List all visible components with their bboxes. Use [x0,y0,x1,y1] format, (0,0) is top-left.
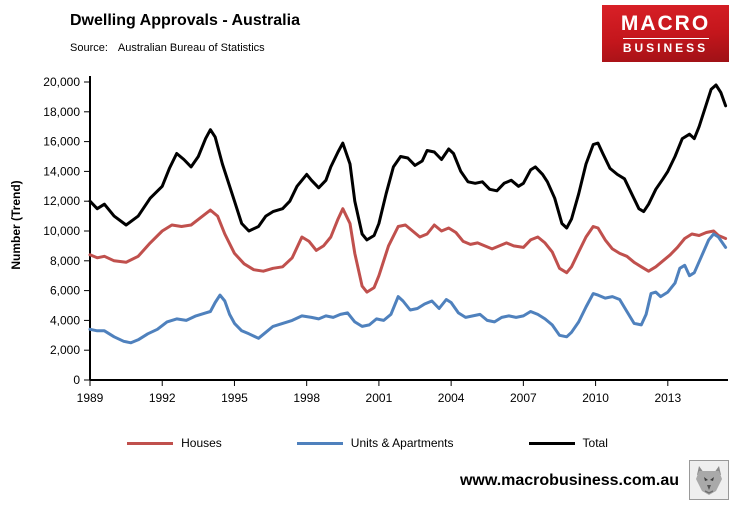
y-tick-label: 12,000 [43,194,80,208]
legend-item-houses: Houses [127,436,222,450]
x-tick-label: 1992 [149,391,176,405]
y-tick-label: 16,000 [43,135,80,149]
series-line-houses [88,207,728,294]
legend-swatch [528,441,575,445]
x-tick-label: 2010 [582,391,609,405]
y-tick-label: 4,000 [50,313,80,327]
y-tick-label: 10,000 [43,224,80,238]
y-tick-label: 6,000 [50,284,80,298]
legend-item-total: Total [528,436,608,450]
website-url: www.macrobusiness.com.au [459,472,679,489]
logo-divider [622,37,709,39]
logo-text-macro: MACRO [620,11,711,35]
series-line-units-apartments [88,232,728,345]
line-chart: 0 2,000 4,000 6,000 8,000 10,000 12,000 14,000 1… [43,75,728,405]
legend-item-units-apartments: Units & Apartments [296,436,454,450]
legend-swatch [296,441,343,445]
y-tick-label: 20,000 [43,75,80,89]
y-tick-label: 0 [73,373,80,387]
y-tick-label: 18,000 [43,105,80,119]
chart-legend: Houses Units & Apartments Total [0,436,735,450]
macrobusiness-logo: MACRO BUSINESS [602,5,729,62]
source-value: Australian Bureau of Statistics [117,42,265,54]
legend-label: Total [582,436,608,450]
x-tick-label: 2004 [438,391,465,405]
y-tick-label: 8,000 [50,254,80,268]
source-label: Source: [70,42,108,54]
x-tick-label: 2007 [510,391,537,405]
series-line-total [88,83,728,242]
y-tick-label: 2,000 [50,343,80,357]
y-tick-label: 14,000 [43,164,80,178]
wolf-icon [696,466,722,495]
chart-title: Dwelling Approvals - Australia [70,12,300,29]
x-tick-label: 1995 [221,391,248,405]
x-tick-label: 1998 [293,391,320,405]
x-tick-label: 2001 [366,391,393,405]
legend-swatch [127,441,174,445]
wolf-logo [689,460,729,500]
chart-source: Source: Australian Bureau of Statistics [70,42,265,54]
legend-label: Units & Apartments [350,436,454,450]
x-tick-label: 1989 [77,391,104,405]
legend-label: Houses [181,436,222,450]
logo-text-business: BUSINESS [622,40,709,55]
x-tick-label: 2013 [654,391,681,405]
